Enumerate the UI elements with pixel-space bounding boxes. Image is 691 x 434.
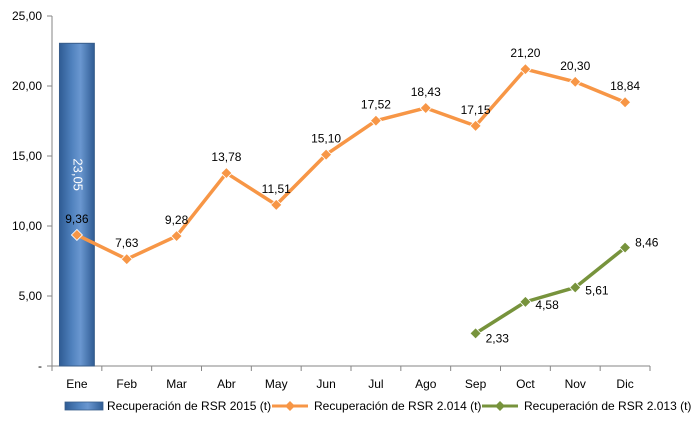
line-marker	[469, 119, 482, 132]
line-marker	[220, 167, 233, 180]
series-line	[76, 67, 626, 261]
line-marker	[70, 228, 83, 242]
line-marker	[619, 241, 632, 254]
y-tick-label: 5,00	[19, 289, 43, 303]
line-data-label: 20,30	[560, 59, 590, 73]
legend-swatch-marker	[285, 401, 295, 411]
x-tick-label: Mar	[166, 377, 187, 391]
line-marker	[519, 63, 532, 76]
line-marker	[369, 114, 382, 127]
line-data-label: 9,28	[165, 213, 189, 227]
line-marker	[519, 295, 532, 308]
legend-label: Recuperación de RSR 2.013 (t)	[524, 399, 691, 413]
line-marker	[270, 198, 283, 211]
data-labels: 23,05 9,36 7,63 9,28 13,78 11,51 15,10 17,52 18,…	[65, 46, 659, 345]
line-data-label: 11,51	[262, 182, 291, 196]
x-tick-label: Jun	[316, 377, 335, 391]
axes: - 5,00 10,00 15,00 20,00 25,00 Ene Feb Mar Abr May…	[12, 9, 651, 391]
x-tick-label: Nov	[565, 377, 586, 391]
x-tick-label: Sep	[465, 377, 487, 391]
bar-series	[58, 42, 95, 367]
line-data-label: 8,46	[635, 236, 659, 250]
legend: Recuperación de RSR 2015 (t) Recuperación…	[64, 399, 691, 413]
line-series	[70, 63, 632, 340]
line-data-label: 15,10	[311, 132, 341, 146]
y-tick-label: 20,00	[12, 79, 42, 93]
x-tick-label: Feb	[116, 377, 137, 391]
line-data-label: 13,78	[211, 150, 241, 164]
x-tick-label: Oct	[516, 377, 535, 391]
line-data-label: 17,52	[361, 98, 391, 112]
x-tick-label: Dic	[616, 377, 633, 391]
x-tick-label: Abr	[217, 377, 236, 391]
line-marker	[619, 96, 632, 109]
y-tick-label: -	[38, 359, 42, 373]
line-marker	[419, 101, 432, 115]
x-tick-label: Ago	[415, 377, 437, 391]
line-marker	[569, 75, 582, 88]
line-data-label: 4,58	[535, 298, 559, 312]
line-data-label: 9,36	[65, 212, 89, 226]
y-tick-label: 15,00	[12, 149, 42, 163]
line-marker	[569, 281, 582, 294]
bar	[58, 42, 95, 367]
y-tick-label: 10,00	[12, 219, 42, 233]
line-data-label: 21,20	[510, 46, 540, 60]
y-tick-label: 25,00	[12, 9, 42, 23]
legend-swatch-marker	[495, 401, 505, 411]
legend-swatch-bar	[64, 401, 104, 411]
x-tick-label: Ene	[66, 377, 88, 391]
line-data-label: 17,15	[461, 103, 491, 117]
bar-data-label: 23,05	[70, 158, 85, 191]
line-data-label: 5,61	[585, 284, 609, 298]
x-tick-label: May	[265, 377, 288, 391]
line-data-label: 18,84	[610, 79, 640, 93]
line-data-label: 7,63	[115, 236, 139, 250]
legend-label: Recuperación de RSR 2015 (t)	[107, 399, 271, 413]
line-data-label: 2,33	[486, 332, 510, 346]
x-tick-label: Jul	[368, 377, 383, 391]
line-marker	[320, 148, 333, 161]
legend-label: Recuperación de RSR 2.014 (t)	[314, 399, 481, 413]
line-data-label: 18,43	[411, 85, 441, 99]
series-line	[474, 246, 627, 335]
line-marker	[120, 253, 133, 266]
line-marker	[170, 230, 183, 243]
line-marker	[469, 327, 482, 340]
